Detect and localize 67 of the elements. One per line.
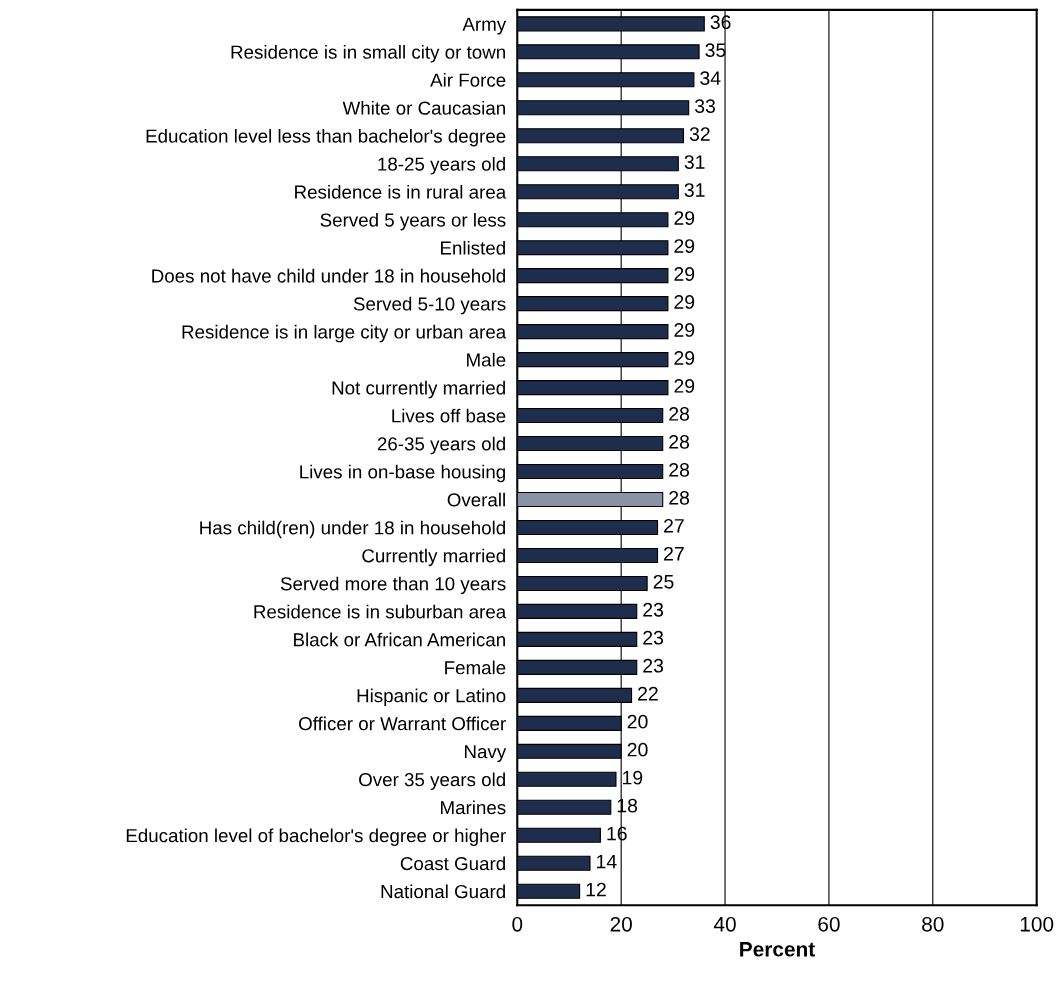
data-label: 12 bbox=[586, 882, 606, 897]
data-label: 28 bbox=[669, 462, 690, 477]
data-label: 29 bbox=[674, 239, 695, 253]
data-label: 31 bbox=[684, 155, 705, 169]
y-tick-label: Served 5-10 years bbox=[353, 296, 506, 315]
x-tick-label: 100 bbox=[1020, 916, 1054, 932]
x-tick-label: 40 bbox=[713, 916, 736, 932]
y-tick-label: Residence is in large city or urban area bbox=[182, 324, 507, 343]
y-tick-label: Coast Guard bbox=[400, 856, 505, 871]
data-label: 23 bbox=[643, 602, 664, 617]
y-tick-label: Navy bbox=[464, 745, 507, 763]
y-tick-label: Female bbox=[445, 660, 506, 675]
x-tick-label: 80 bbox=[922, 916, 944, 932]
y-tick-label: Education level less than bachelor's degree bbox=[146, 128, 506, 147]
data-label: 20 bbox=[627, 742, 648, 757]
y-tick-label: Has child(ren) under 18 in household bbox=[200, 520, 505, 539]
y-tick-label: Army bbox=[462, 17, 507, 35]
data-label: 33 bbox=[694, 99, 716, 113]
y-tick-label: Does not have child under 18 in household bbox=[152, 268, 505, 283]
data-label: 34 bbox=[700, 71, 721, 86]
data-label: 28 bbox=[669, 434, 690, 449]
y-tick-label: Residence is in rural area bbox=[295, 184, 507, 199]
data-label: 25 bbox=[653, 574, 674, 589]
x-tick-label: 0 bbox=[512, 916, 523, 932]
y-tick-label: Overall bbox=[447, 492, 505, 507]
x-tick-label: 60 bbox=[818, 916, 840, 932]
data-label: 29 bbox=[674, 323, 695, 337]
data-label: 31 bbox=[684, 183, 705, 197]
y-tick-label: Enlisted bbox=[441, 240, 505, 255]
y-tick-label: Male bbox=[467, 352, 506, 367]
data-label: 32 bbox=[689, 127, 710, 141]
y-tick-label: 18-25 years old bbox=[378, 156, 505, 175]
data-label: 28 bbox=[669, 407, 690, 421]
y-tick-label: 26-35 years old bbox=[377, 436, 505, 455]
data-label: 14 bbox=[597, 854, 617, 869]
data-label: 20 bbox=[627, 714, 648, 729]
y-tick-label: Officer or Warrant Officer bbox=[299, 716, 506, 731]
data-label: 23 bbox=[643, 630, 664, 645]
y-tick-label: Lives off base bbox=[392, 408, 506, 423]
y-tick-label: National Guard bbox=[381, 884, 505, 899]
y-tick-label: Over 35 years old bbox=[359, 772, 505, 790]
data-label: 27 bbox=[664, 518, 684, 533]
data-label: 23 bbox=[643, 658, 664, 673]
y-tick-label: Served more than 10 years bbox=[280, 576, 506, 595]
y-tick-label: Lives in on-base housing bbox=[300, 464, 505, 483]
y-tick-label: Hispanic or Latino bbox=[357, 688, 506, 707]
data-label: 19 bbox=[623, 770, 643, 785]
data-label: 29 bbox=[674, 211, 695, 225]
y-tick-label: Not currently married bbox=[332, 380, 505, 399]
data-label: 27 bbox=[664, 546, 684, 561]
data-label: 29 bbox=[674, 351, 695, 365]
y-tick-label: Residence is in suburban area bbox=[254, 604, 507, 619]
data-label: 22 bbox=[638, 686, 658, 701]
y-tick-label: Marines bbox=[441, 800, 506, 815]
y-tick-label: White or Caucasian bbox=[342, 100, 505, 115]
data-label: 29 bbox=[674, 295, 695, 309]
data-label: 28 bbox=[669, 490, 690, 505]
y-tick-label: Served 5 years or less bbox=[320, 212, 506, 231]
y-tick-label: Currently married bbox=[362, 548, 505, 567]
data-label: 29 bbox=[674, 379, 695, 393]
x-tick-label: 20 bbox=[610, 916, 632, 932]
y-tick-label: Black or African American bbox=[294, 632, 505, 647]
y-tick-label: Air Force bbox=[430, 73, 506, 87]
x-axis-title: Percent bbox=[740, 942, 815, 957]
data-label: 29 bbox=[674, 267, 695, 281]
y-tick-label: Education level of bachelor's degree or higher bbox=[126, 828, 506, 846]
y-tick-label: Residence is in small city or town bbox=[231, 45, 505, 63]
